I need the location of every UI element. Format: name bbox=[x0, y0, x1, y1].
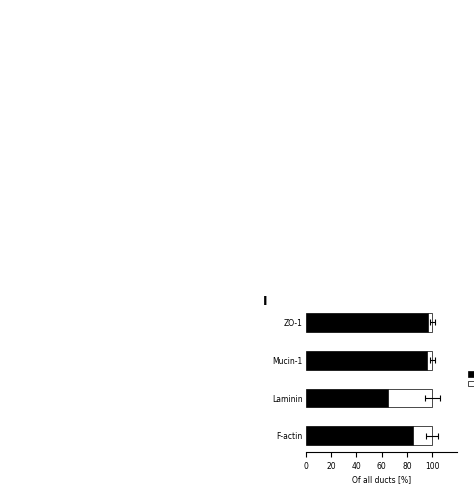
Text: I: I bbox=[263, 295, 268, 308]
Bar bbox=[413, 426, 432, 445]
Bar bbox=[306, 313, 428, 332]
Bar bbox=[306, 388, 388, 407]
Bar bbox=[427, 351, 432, 370]
Bar bbox=[306, 426, 413, 445]
Bar bbox=[388, 388, 432, 407]
Bar bbox=[428, 313, 432, 332]
Bar bbox=[306, 351, 427, 370]
Legend: Polarized expression, No polarized expression: Polarized expression, No polarized expre… bbox=[468, 371, 474, 387]
X-axis label: Of all ducts [%]: Of all ducts [%] bbox=[352, 475, 411, 484]
